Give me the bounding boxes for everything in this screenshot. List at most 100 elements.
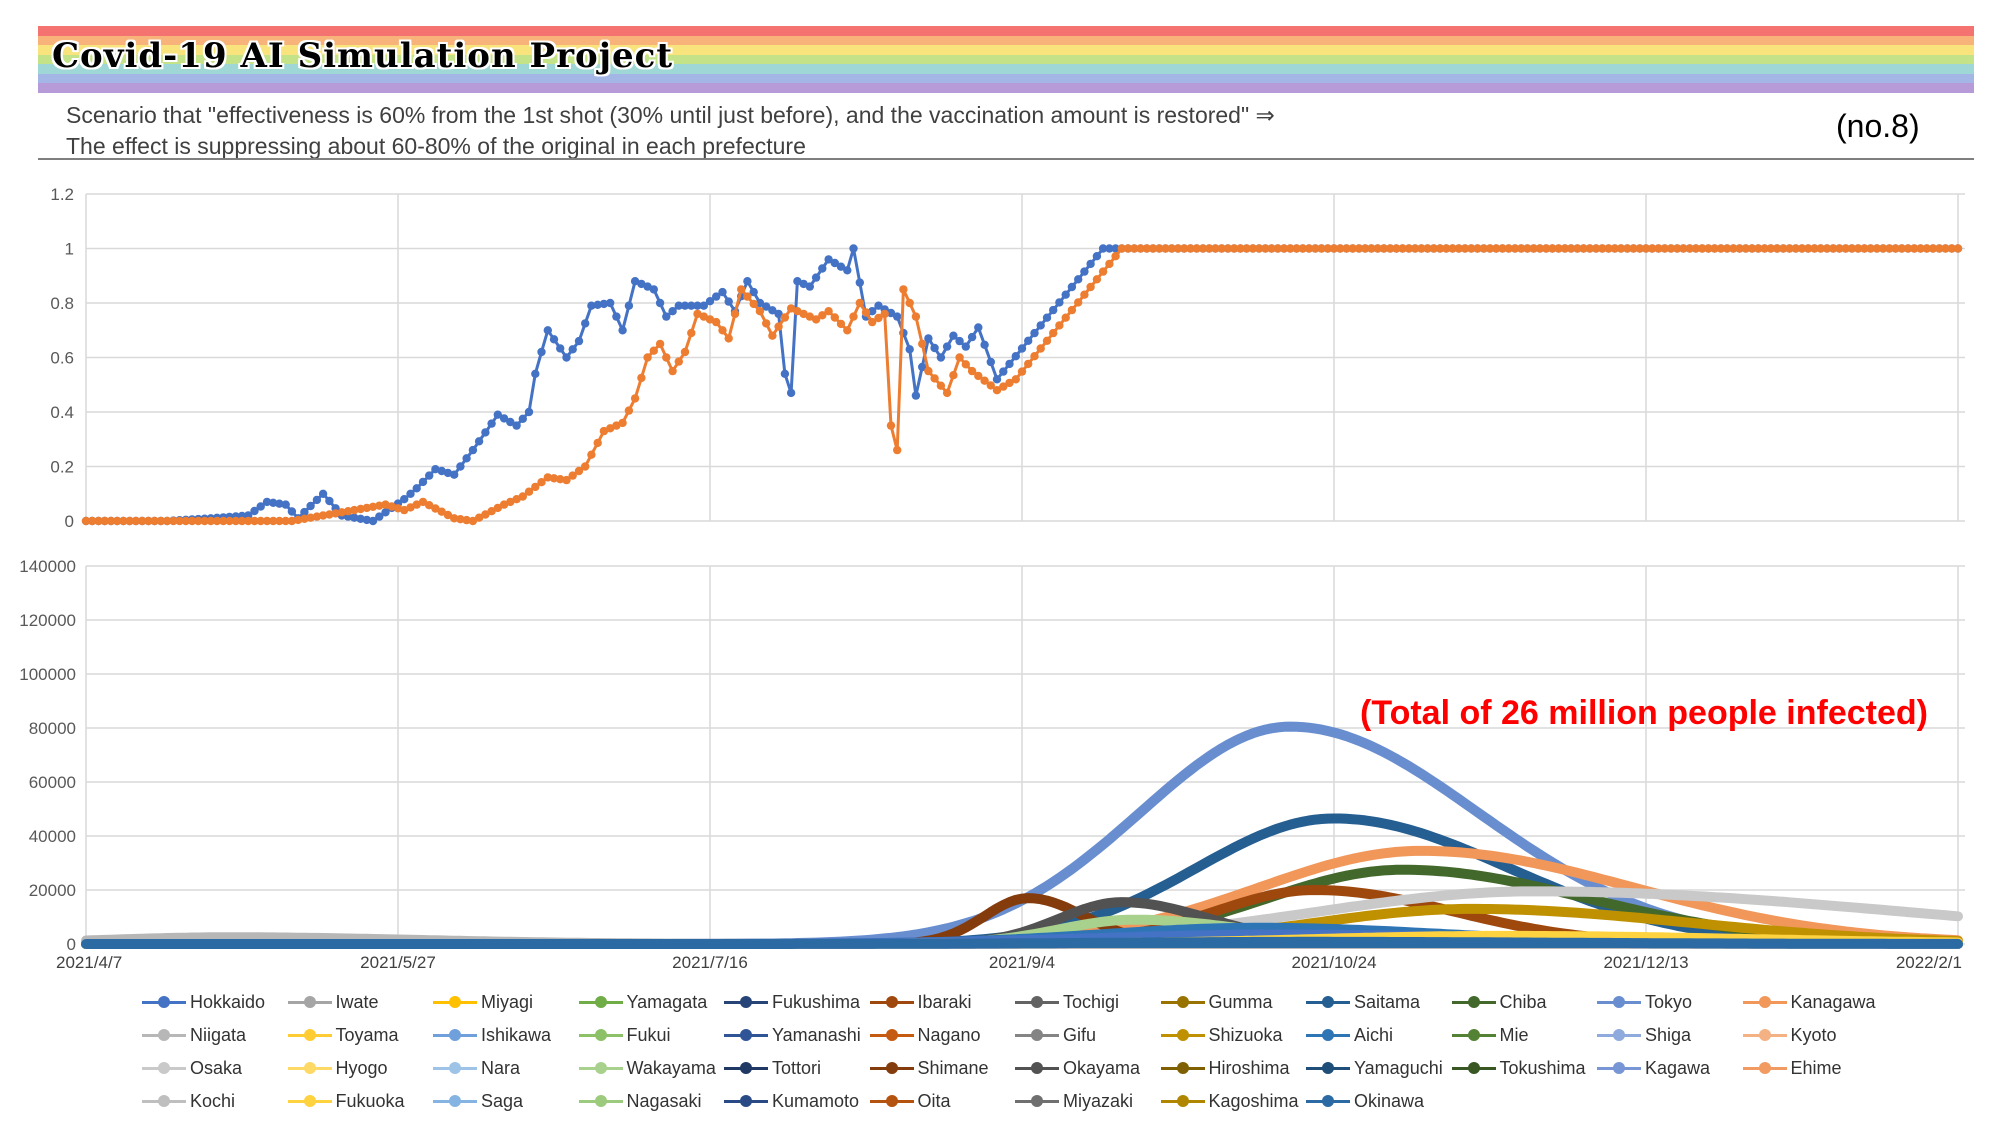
- data-point: [855, 298, 864, 308]
- legend-marker-icon: [1160, 995, 1205, 1009]
- data-point: [668, 307, 677, 316]
- data-point: [974, 371, 983, 381]
- data-point: [1935, 244, 1944, 253]
- data-point: [381, 500, 390, 509]
- legend-marker-icon: [287, 1094, 332, 1108]
- data-point: [1074, 298, 1083, 307]
- legend-item: Fukui: [578, 1023, 671, 1047]
- legend-item: Aichi: [1306, 1023, 1393, 1047]
- legend-label: Ibaraki: [917, 991, 972, 1012]
- data-point: [1529, 244, 1538, 253]
- data-point: [1086, 259, 1095, 269]
- legend-marker-icon: [287, 1061, 332, 1075]
- data-point: [836, 262, 846, 271]
- data-point: [1155, 244, 1164, 253]
- data-point: [974, 323, 983, 332]
- data-point: [1473, 244, 1482, 253]
- data-point: [599, 299, 609, 309]
- legend-dot: [449, 1095, 461, 1107]
- data-point: [543, 326, 552, 335]
- data-point: [612, 312, 621, 321]
- legend-dot: [1031, 996, 1043, 1008]
- legend-dot: [1176, 1095, 1189, 1107]
- legend-dot: [449, 996, 461, 1008]
- data-point: [655, 339, 665, 349]
- data-point: [412, 484, 421, 493]
- legend-dot: [594, 1062, 607, 1074]
- legend-marker-icon: [1451, 1061, 1496, 1075]
- data-point: [855, 278, 864, 287]
- data-point: [1205, 244, 1214, 253]
- data-point: [961, 342, 970, 351]
- data-point: [1055, 321, 1064, 330]
- data-point: [992, 375, 1002, 384]
- data-point: [481, 510, 490, 519]
- data-point: [468, 516, 478, 526]
- data-point: [699, 301, 708, 310]
- data-point: [818, 264, 827, 273]
- legend-label: Fukushima: [772, 991, 861, 1012]
- data-point: [649, 346, 658, 355]
- title-banner: [38, 26, 1974, 93]
- data-point: [1679, 244, 1688, 253]
- data-point: [1067, 282, 1077, 292]
- legend-label: Kanagawa: [1790, 991, 1876, 1012]
- data-point: [1136, 244, 1145, 253]
- data-point: [1779, 244, 1788, 253]
- legend-item: Kumamoto: [724, 1089, 859, 1113]
- data-point: [562, 353, 571, 362]
- data-point: [1398, 244, 1407, 253]
- data-point: [493, 503, 502, 513]
- legend-marker-icon: [1015, 995, 1059, 1009]
- data-point: [1797, 244, 1807, 253]
- legend-marker-icon: [1451, 1028, 1496, 1042]
- data-point: [300, 514, 309, 523]
- data-point: [942, 388, 952, 398]
- data-point: [1785, 244, 1794, 253]
- data-point: [1523, 244, 1532, 253]
- legend-marker-icon: [578, 1094, 623, 1108]
- data-point: [1023, 336, 1033, 345]
- data-point: [1098, 244, 1108, 253]
- data-point: [1510, 244, 1520, 253]
- legend-dot: [1613, 1062, 1625, 1074]
- data-point: [150, 516, 159, 526]
- data-point: [256, 502, 265, 511]
- data-point: [649, 285, 658, 294]
- data-point: [1442, 244, 1451, 253]
- data-point: [693, 309, 702, 319]
- data-point: [524, 487, 534, 496]
- data-point: [568, 471, 577, 480]
- data-point: [1417, 244, 1426, 253]
- legend-marker-icon: [869, 995, 914, 1009]
- data-point: [1835, 244, 1844, 253]
- data-point: [1117, 244, 1127, 253]
- data-point: [630, 277, 640, 286]
- legend-label: Okinawa: [1354, 1090, 1425, 1111]
- legend-label: Shizuoka: [1208, 1024, 1283, 1045]
- data-point: [818, 311, 827, 320]
- data-point: [1604, 244, 1613, 253]
- y-tick-label: 0.8: [50, 294, 74, 313]
- data-point: [712, 317, 721, 327]
- legend-item: Ehime: [1742, 1056, 1842, 1080]
- legend-label: Mie: [1499, 1024, 1529, 1045]
- legend-item: Tokyo: [1597, 990, 1692, 1014]
- data-point: [1292, 244, 1301, 253]
- data-point: [1180, 244, 1189, 253]
- legend-dot: [740, 1062, 752, 1074]
- data-point: [1254, 244, 1264, 253]
- data-point: [88, 516, 97, 526]
- data-point: [1286, 244, 1295, 253]
- legend-dot: [1467, 1029, 1480, 1041]
- data-point: [1947, 244, 1957, 253]
- data-point: [1111, 252, 1120, 261]
- data-point: [1049, 305, 1058, 315]
- data-point: [131, 516, 141, 526]
- data-point: [1698, 244, 1707, 253]
- legend-label: Kagoshima: [1208, 1090, 1299, 1111]
- legend-label: Kumamoto: [772, 1090, 860, 1111]
- data-point: [450, 470, 459, 479]
- legend-label: Tottori: [772, 1057, 822, 1078]
